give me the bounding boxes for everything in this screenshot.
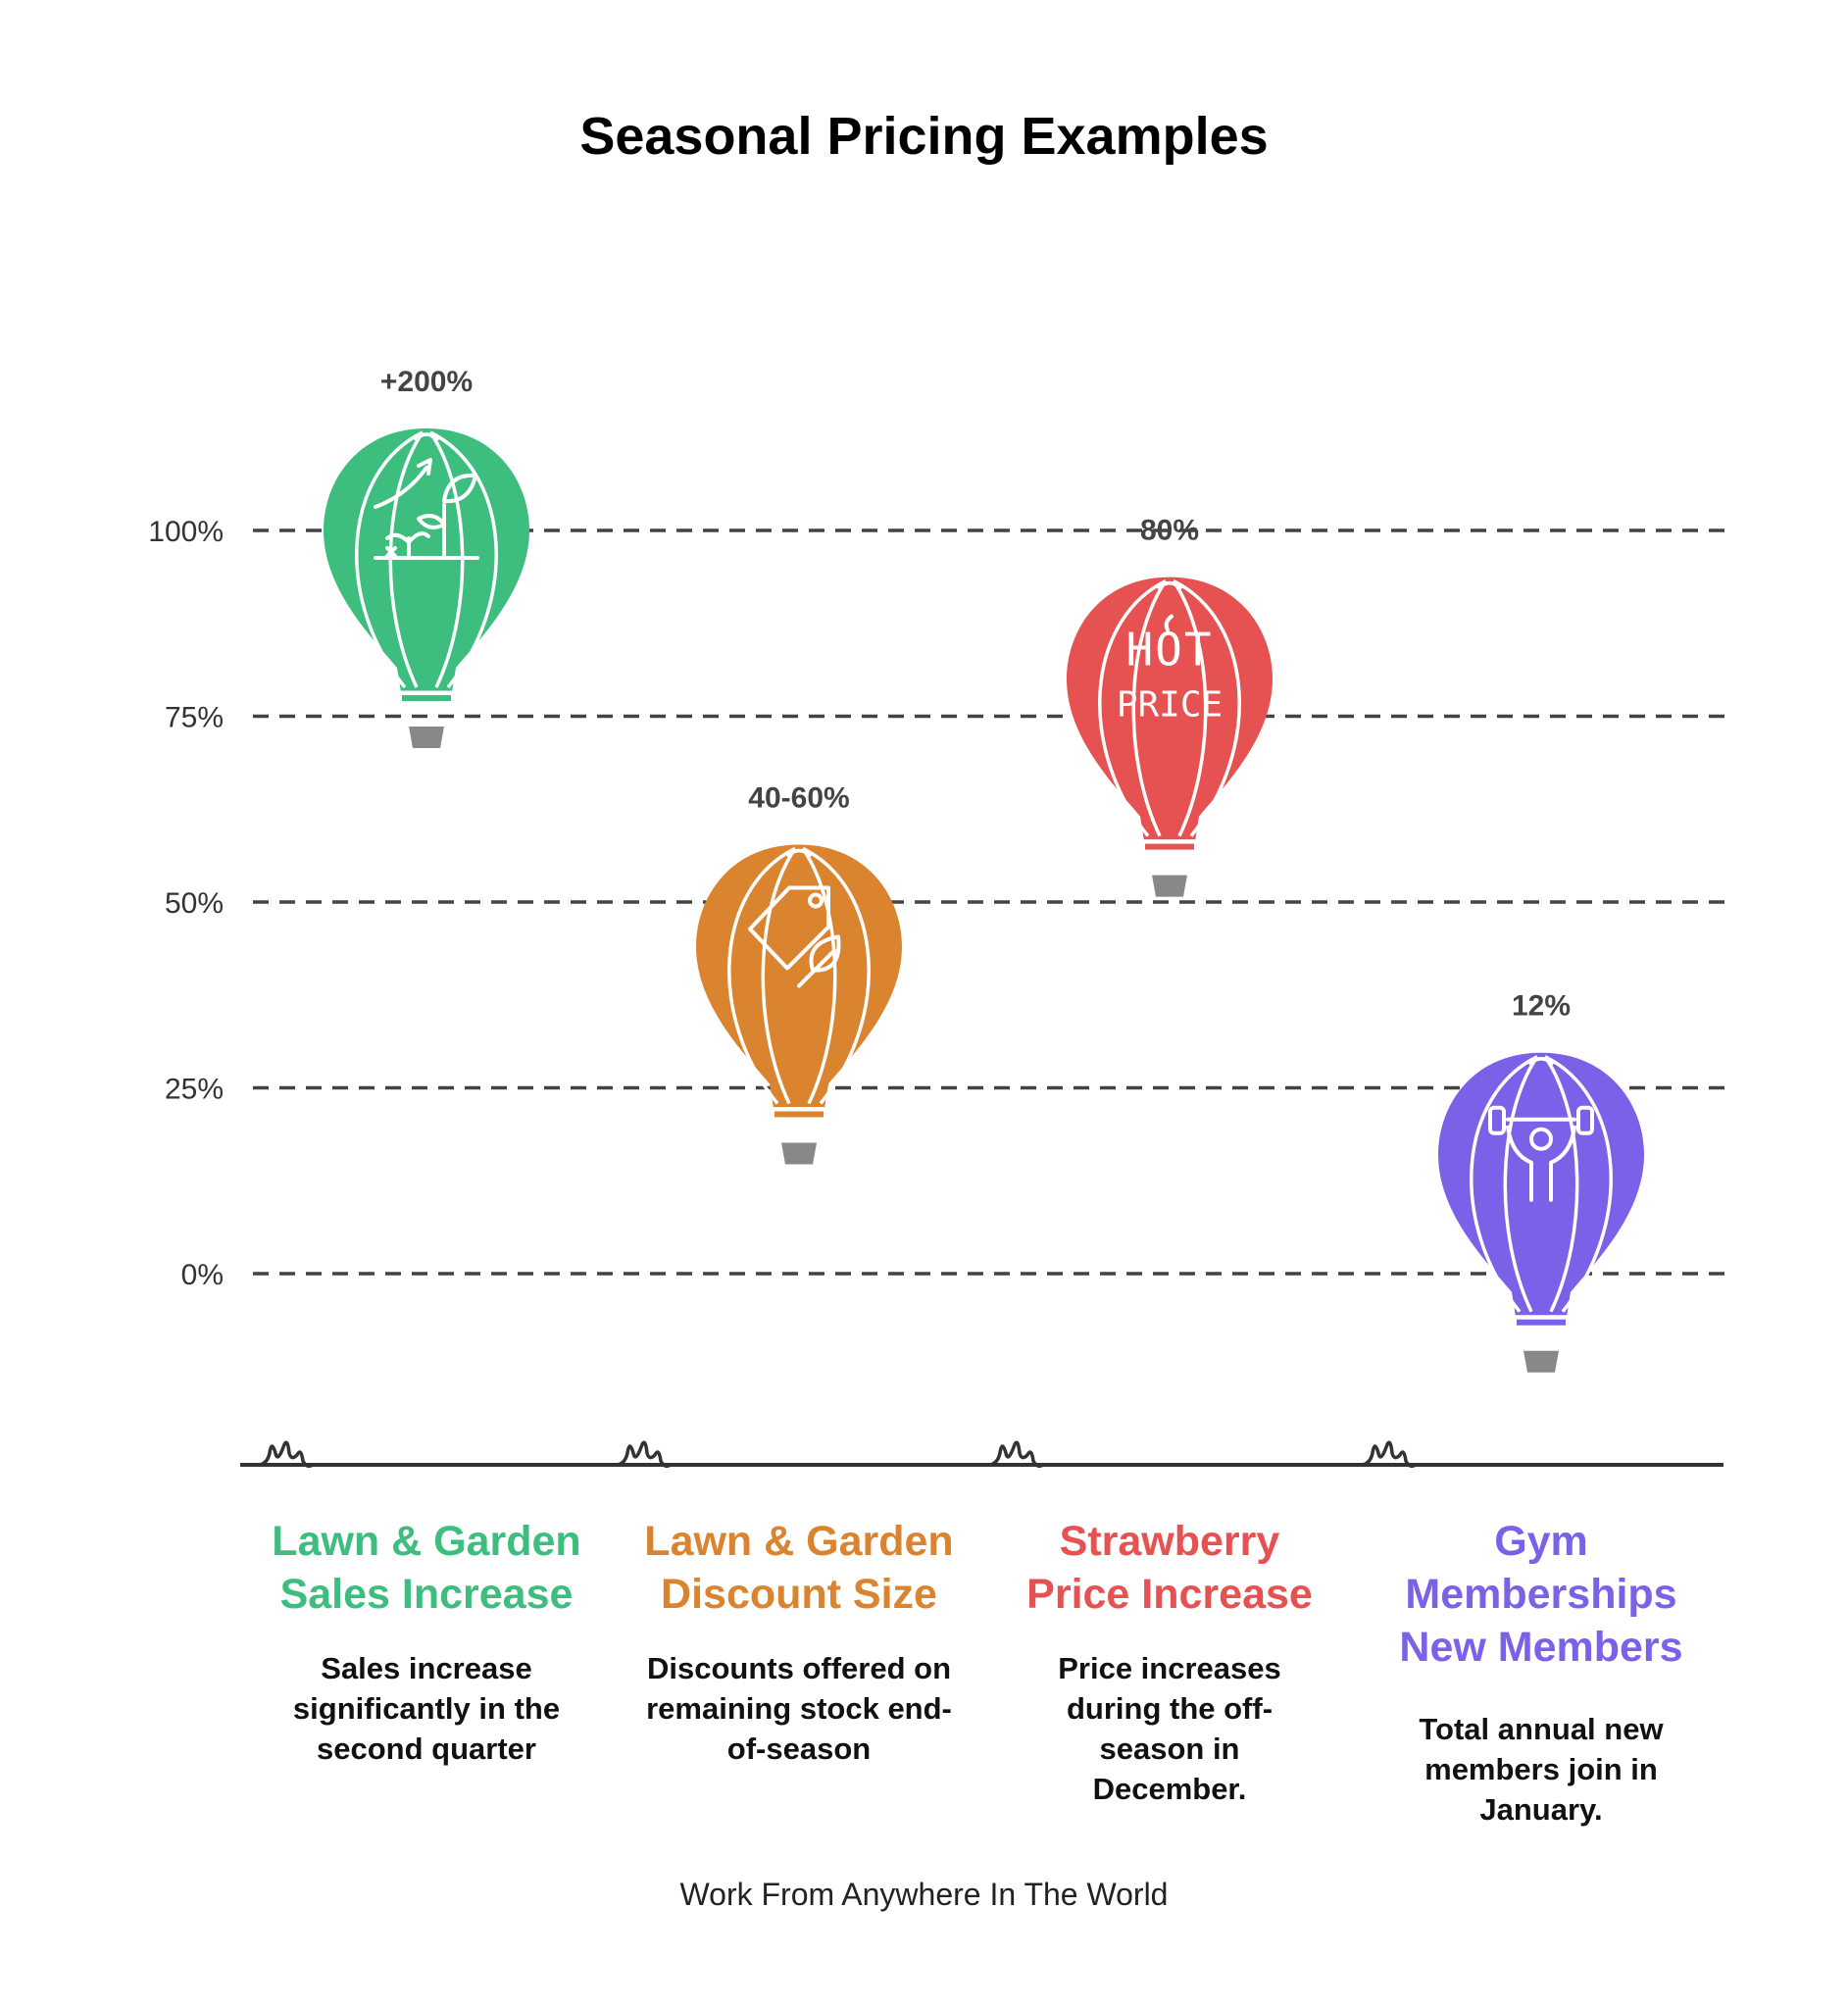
category-title: Lawn & Garden Sales Increase [272,1518,581,1618]
data-label: +200% [380,366,473,398]
data-label: 12% [1512,990,1571,1023]
price-text: PRICE [1117,685,1223,726]
grass-tuft [989,1440,1044,1469]
balloon-envelope [1067,577,1273,841]
y-tick-label: 100% [148,516,224,548]
plant-growth-icon [374,458,479,560]
data-label: 40-60% [748,781,849,814]
balloon-2: 40-60% [696,781,902,1165]
balloon-basket [781,1142,817,1165]
y-tick-label: 25% [165,1074,224,1106]
category-title: Strawberry Price Increase [1026,1518,1313,1618]
balloon-basket [409,727,444,748]
y-tick-label: 75% [165,702,224,734]
category-title: Lawn & Garden Discount Size [644,1518,954,1618]
balloon-envelope [324,428,529,692]
category-description: Sales increase significantly in the seco… [292,1651,561,1766]
weightlifter-icon [1488,1105,1594,1202]
balloon-3: HOT PRICE 80% [1067,515,1273,897]
data-label: 80% [1140,515,1199,547]
category-description: Discounts offered on remaining stock end… [646,1651,952,1766]
balloon-basket [1152,875,1187,897]
balloon-basket [1523,1350,1559,1373]
grass-tuft [259,1440,314,1469]
hot-text: HOT [1125,624,1213,677]
grass-tuft [617,1440,672,1469]
balloon-4: 12% [1438,990,1644,1373]
hot-price-icon: HOT PRICE [1117,614,1223,726]
price-tag-leaf-icon [748,885,841,988]
y-tick-label: 50% [165,887,224,920]
grass-tuft [1362,1440,1417,1469]
category-title: Gym Memberships New Members [1399,1518,1683,1671]
balloon-1: +200% [324,366,529,748]
chart-title: Seasonal Pricing Examples [579,107,1269,166]
balloon-envelope [1438,1052,1644,1317]
category-description: Price increases during the off- season i… [1058,1651,1281,1806]
y-tick-label: 0% [181,1259,224,1291]
category-description: Total annual new members join in January… [1419,1712,1664,1827]
balloon-envelope [696,844,902,1109]
footer-text: Work From Anywhere In The World [679,1877,1169,1912]
